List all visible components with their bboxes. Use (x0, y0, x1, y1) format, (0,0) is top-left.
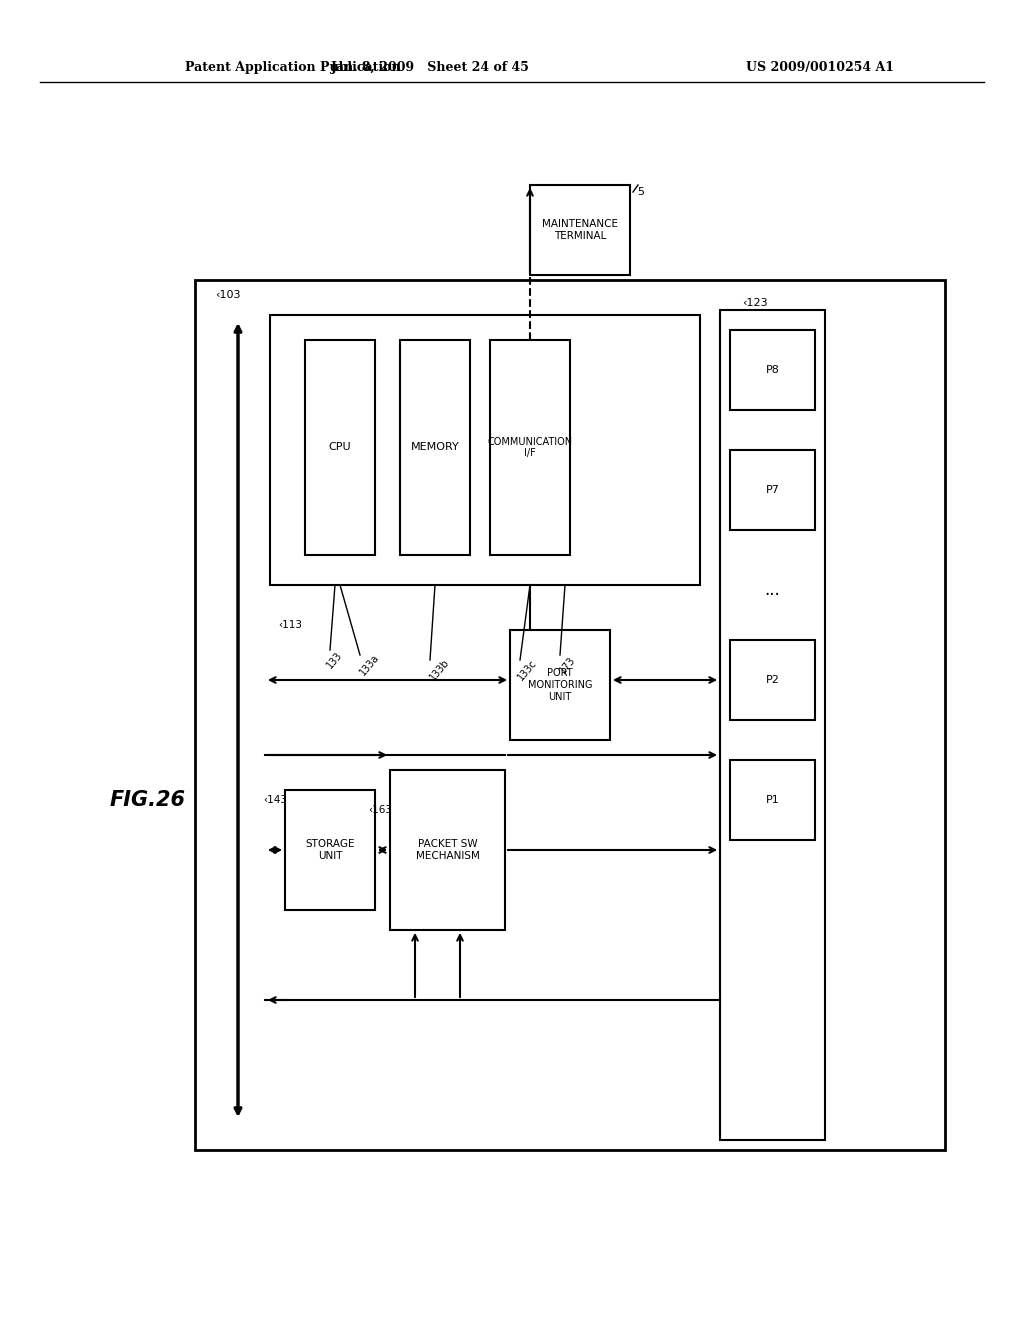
Bar (195, 280, 945, 1150)
Text: P7: P7 (766, 484, 779, 495)
Text: ‹103: ‹103 (215, 290, 241, 300)
Bar (270, 315, 700, 585)
Bar (530, 185, 630, 275)
Text: 133a: 133a (358, 652, 381, 677)
Text: 133: 133 (325, 649, 344, 671)
Bar (400, 341, 470, 554)
Bar (390, 770, 505, 931)
Text: 133c: 133c (516, 657, 539, 682)
Text: P2: P2 (766, 675, 779, 685)
Text: Jan. 8, 2009   Sheet 24 of 45: Jan. 8, 2009 Sheet 24 of 45 (331, 62, 529, 74)
Bar (730, 640, 815, 719)
Bar (730, 450, 815, 531)
Text: PACKET SW
MECHANISM: PACKET SW MECHANISM (416, 840, 479, 861)
Text: 5: 5 (637, 187, 644, 197)
Bar (285, 789, 375, 909)
Bar (305, 341, 375, 554)
Bar (510, 630, 610, 741)
Text: PORT
MONITORING
UNIT: PORT MONITORING UNIT (527, 668, 592, 702)
Text: FIG.26: FIG.26 (110, 789, 186, 810)
Bar (730, 760, 815, 840)
Text: US 2009/0010254 A1: US 2009/0010254 A1 (746, 62, 894, 74)
Bar (490, 341, 570, 554)
Text: P1: P1 (766, 795, 779, 805)
Text: P8: P8 (766, 366, 779, 375)
Text: ‹113: ‹113 (278, 620, 302, 630)
Text: ...: ... (764, 581, 780, 599)
Text: COMMUNICATION
I/F: COMMUNICATION I/F (487, 437, 572, 458)
Text: MEMORY: MEMORY (411, 442, 460, 453)
Text: ‹143: ‹143 (263, 795, 287, 805)
Text: 133b: 133b (428, 657, 452, 682)
Text: ‹123: ‹123 (742, 298, 768, 308)
Text: CPU: CPU (329, 442, 351, 453)
Text: 173: 173 (558, 655, 578, 676)
Bar (730, 330, 815, 411)
Text: Patent Application Publication: Patent Application Publication (185, 62, 400, 74)
Text: ‹163: ‹163 (368, 805, 392, 814)
Text: STORAGE
UNIT: STORAGE UNIT (305, 840, 354, 861)
Text: MAINTENANCE
TERMINAL: MAINTENANCE TERMINAL (542, 219, 618, 240)
Bar (720, 310, 825, 1140)
